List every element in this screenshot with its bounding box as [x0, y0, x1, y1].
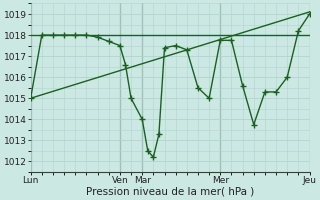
X-axis label: Pression niveau de la mer( hPa ): Pression niveau de la mer( hPa ) — [86, 187, 254, 197]
